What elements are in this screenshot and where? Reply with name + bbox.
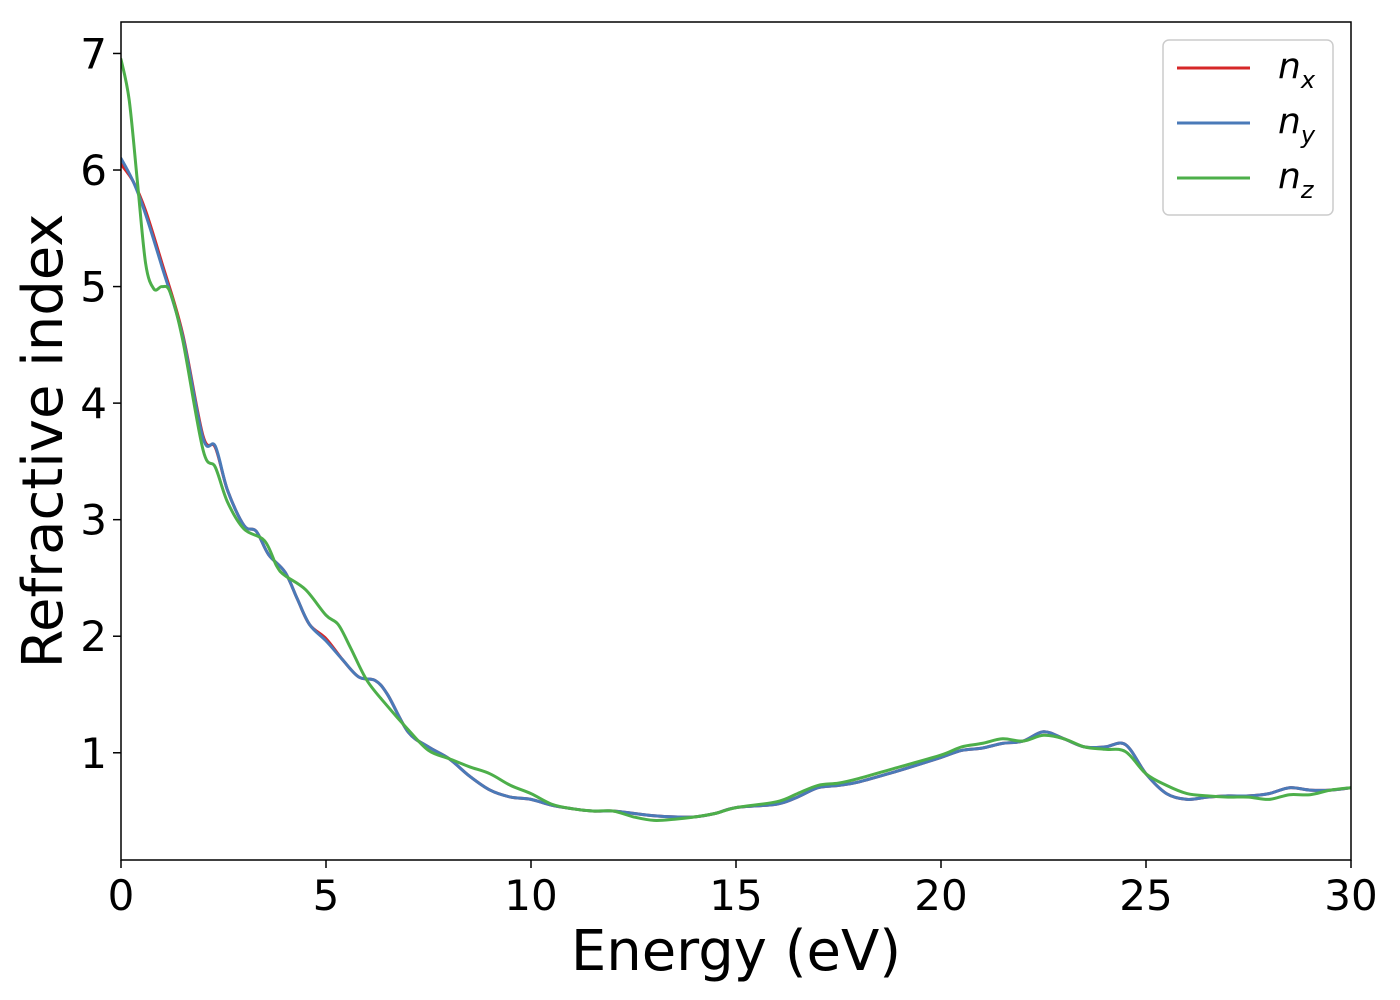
y-tick-label: 3 [80, 496, 107, 545]
legend-label-ny: ny [1278, 101, 1316, 149]
legend-label-nx: nx [1278, 46, 1316, 94]
series-line-nx [121, 162, 1351, 819]
x-tick-label: 25 [1119, 871, 1172, 920]
x-axis-label: Energy (eV) [571, 919, 901, 984]
legend: nx ny nz [1162, 39, 1334, 216]
x-tick-label: 20 [914, 871, 967, 920]
x-axis: 0 5 10 15 20 25 30 [108, 860, 1378, 920]
y-tick-label: 1 [80, 729, 107, 778]
x-tick-label: 5 [313, 871, 340, 920]
y-tick-label: 7 [80, 29, 107, 78]
x-tick-label: 15 [709, 871, 762, 920]
legend-box [1162, 39, 1334, 216]
x-tick-label: 10 [504, 871, 557, 920]
y-tick-label: 4 [80, 379, 107, 428]
y-tick-label: 6 [80, 146, 107, 195]
series-layer [121, 57, 1351, 822]
x-tick-label: 0 [108, 871, 135, 920]
x-tick-label: 30 [1324, 871, 1377, 920]
y-tick-label: 5 [80, 263, 107, 312]
y-tick-label: 2 [80, 612, 107, 661]
series-line-nz [121, 57, 1351, 822]
series-line-ny [121, 156, 1351, 819]
y-axis-label: Refractive index [11, 214, 76, 669]
y-axis: 1 2 3 4 5 6 7 [80, 29, 121, 778]
legend-label-nz: nz [1278, 156, 1315, 204]
